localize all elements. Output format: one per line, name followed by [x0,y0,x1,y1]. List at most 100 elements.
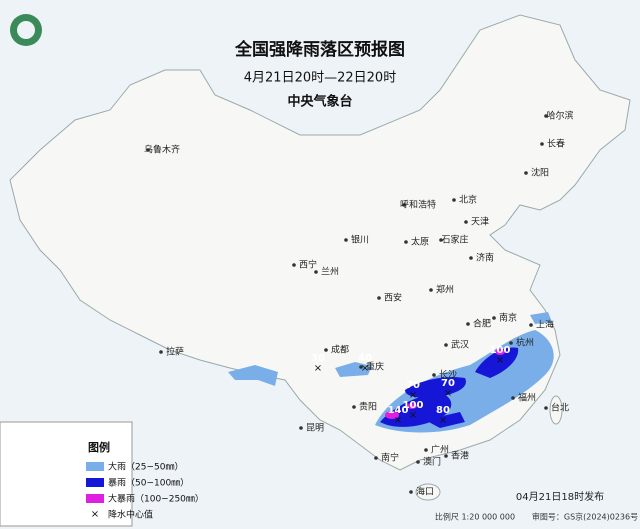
legend-symbol: × [91,509,99,520]
severe-rainstorm-area [385,411,399,419]
city-label: 呼和浩特 [400,199,436,211]
title: 全国强降雨落区预报图 [234,39,405,60]
city-label: 银川 [351,234,369,246]
legend-swatch [86,462,104,471]
city-dot [377,296,381,300]
city-dot [424,448,428,452]
city-dot [511,396,515,400]
city-dot [492,316,496,320]
city-label: 杭州 [516,337,534,349]
center-marker: × [496,355,504,366]
city-dot [404,240,408,244]
city-dot [544,114,548,118]
city-label: 乌鲁木齐 [144,144,180,156]
city-dot [292,263,296,267]
city-label: 南宁 [381,452,399,464]
center-marker: × [409,390,417,401]
city-label: 西宁 [299,259,317,271]
city-label: 武汉 [451,339,469,351]
center-marker: × [409,410,417,421]
rain-center-value: 70 [406,380,420,391]
city-label: 重庆 [366,361,384,373]
center-marker: × [394,415,402,426]
center-marker: × [444,388,452,399]
city-label: 太原 [411,236,429,248]
city-label: 郑州 [436,284,454,296]
heavy-rain-area [530,312,552,324]
city-label: 兰州 [321,266,339,278]
center-marker: × [361,363,369,374]
legend-swatch [86,494,104,503]
rain-center-value: 100 [403,400,424,411]
city-dot [416,460,420,464]
city-dot [439,238,443,242]
heavy-rain-area [228,365,278,386]
legend-label: 暴雨（50−100㎜） [108,478,189,489]
rain-center-value: 30 [311,353,325,364]
city-dot [469,256,473,260]
city-label: 福州 [518,392,536,404]
center-marker: × [314,363,322,374]
city-label: 合肥 [473,318,491,330]
city-dot [432,373,436,377]
city-dot [444,343,448,347]
city-dot [452,198,456,202]
city-label: 上海 [536,319,554,331]
legend-title: 图例 [88,440,110,454]
legend-items: 大雨（25−50㎜） 暴雨（50−100㎜） 大暴雨（100−250㎜） 降水中心值 [108,461,204,521]
rain-center-value: 140 [388,405,409,416]
rain-center-value: 70 [441,378,455,389]
city-dot [529,323,533,327]
city-label: 济南 [476,252,494,264]
city-dot [464,220,468,224]
heavy-rain-area [335,362,372,377]
legend-label: 降水中心值 [108,509,153,521]
city-dot [359,365,363,369]
city-label: 南京 [499,312,517,324]
city-label: 广州 [431,444,449,456]
severe-rainstorm-area [407,403,417,409]
legend-label: 大暴雨（100−250㎜） [108,493,204,505]
subtitle: 4月21日20时—22日20时 [244,71,396,86]
city-dot [544,406,548,410]
logo [17,21,35,39]
city-dot [402,203,406,207]
legend-label: 大雨（25−50㎜） [108,461,183,473]
city-label: 香港 [451,450,469,462]
city-label: 天津 [471,217,489,228]
city-label: 台北 [551,402,569,414]
city-dot [344,238,348,242]
city-dot [374,456,378,460]
city-dot [466,322,470,326]
city-dot [540,142,544,146]
city-label: 北京 [459,194,477,206]
city-label: 昆明 [306,423,324,434]
land [9,14,631,471]
center-marker: × [439,415,447,426]
city-dot [524,171,528,175]
city-label: 长春 [547,138,565,150]
scale: 比例尺 1:20 000 000 [435,512,515,522]
city-label: 西安 [384,292,402,304]
city-dot [146,148,150,152]
city-dot [324,348,328,352]
city-dot [429,288,433,292]
approval-number: 审图号：GS京(2024)0236号 [532,512,638,522]
city-label: 贵阳 [359,401,377,413]
legend-box [0,421,133,527]
city-label: 长沙 [439,369,457,381]
city-dot [299,426,303,430]
city-label: 海口 [416,486,434,498]
issue-time: 04月21日18时发布 [516,490,604,503]
rain-center-layer: ×30×40 ×100×70×70×100×140×80 [311,345,510,426]
city-dot [444,454,448,458]
city-label: 成都 [331,344,349,356]
issuer: 中央气象台 [287,94,352,110]
rainstorm-area [425,412,465,428]
city-label: 拉萨 [166,346,184,358]
city-dot [159,350,163,354]
taiwan [549,395,563,425]
rainstorm-area [405,377,466,398]
city-label: 沈阳 [531,167,549,179]
